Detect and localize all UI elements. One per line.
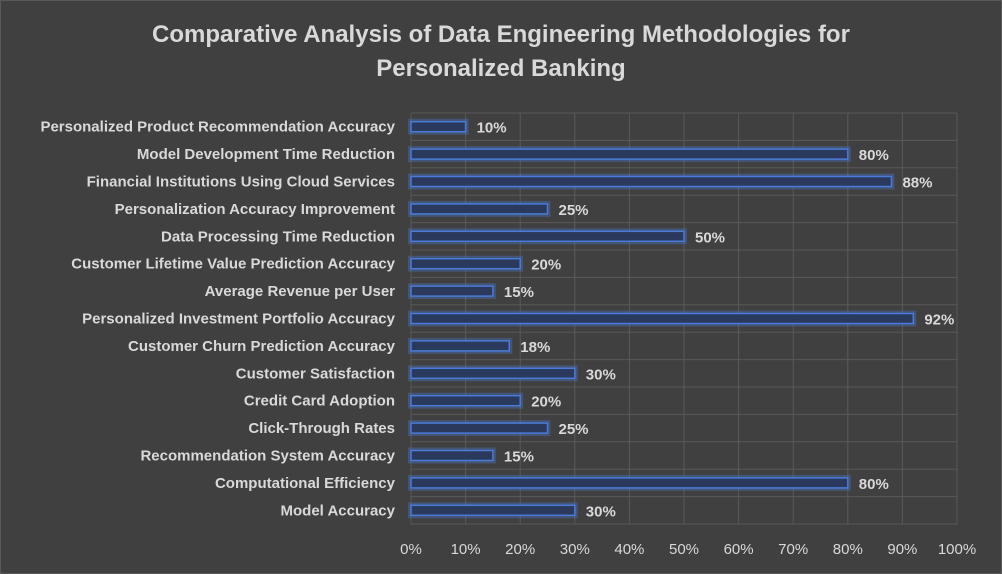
bar-glow — [408, 392, 524, 409]
bar-glow — [408, 173, 895, 190]
bar-glow — [408, 118, 469, 135]
bar — [410, 340, 511, 352]
x-tick-label: 20% — [505, 541, 535, 558]
chart-title: Comparative Analysis of Data Engineering… — [0, 18, 1002, 86]
x-tick-label: 60% — [724, 541, 754, 558]
data-label: 30% — [586, 366, 616, 383]
x-tick-label: 80% — [833, 541, 863, 558]
category-label: Customer Lifetime Value Prediction Accur… — [71, 256, 395, 273]
bar — [410, 230, 685, 243]
x-tick-label: 70% — [778, 541, 808, 558]
data-label: 30% — [586, 503, 616, 520]
data-label: 92% — [924, 312, 954, 329]
category-label: Model Accuracy — [281, 502, 396, 519]
bar-glow — [408, 310, 917, 327]
bar-glow — [408, 337, 513, 354]
bar — [410, 504, 576, 517]
data-label: 18% — [520, 339, 550, 356]
bar — [410, 477, 849, 489]
category-label: Personalized Investment Portfolio Accura… — [82, 311, 396, 328]
category-label: Recommendation System Accuracy — [140, 448, 395, 465]
bar-glow — [408, 146, 851, 163]
x-tick-label: 90% — [887, 541, 917, 558]
bars — [408, 118, 917, 519]
x-tick-label: 100% — [938, 541, 976, 558]
data-label: 25% — [559, 421, 589, 438]
x-tick-label: 50% — [669, 541, 699, 558]
x-tick-label: 30% — [560, 541, 590, 558]
bar-glow — [408, 447, 496, 464]
bar — [410, 285, 494, 297]
bar — [410, 148, 849, 160]
category-label: Customer Churn Prediction Accuracy — [128, 338, 396, 355]
category-label: Financial Institutions Using Cloud Servi… — [87, 174, 395, 191]
category-label: Click-Through Rates — [248, 420, 395, 437]
data-label: 20% — [531, 394, 561, 411]
data-label: 20% — [531, 257, 561, 274]
bar-glow — [408, 502, 578, 519]
category-label: Personalized Product Recommendation Accu… — [40, 119, 395, 136]
bar — [410, 367, 576, 380]
category-label: Personalization Accuracy Improvement — [115, 201, 395, 218]
data-label: 80% — [859, 476, 889, 493]
bar-glow — [408, 283, 496, 300]
data-label: 15% — [504, 449, 534, 466]
bar — [410, 449, 494, 462]
bar-glow — [408, 200, 551, 217]
bar-glow — [408, 255, 524, 272]
category-label: Credit Card Adoption — [244, 393, 395, 410]
data-label: 50% — [695, 229, 725, 246]
bar-glow — [408, 365, 578, 382]
category-label: Customer Satisfaction — [236, 365, 395, 382]
x-tick-label: 40% — [614, 541, 644, 558]
category-label: Data Processing Time Reduction — [161, 228, 395, 245]
category-label: Average Revenue per User — [205, 283, 396, 300]
data-label: 15% — [504, 284, 534, 301]
category-label: Model Development Time Reduction — [137, 146, 395, 163]
bar-glow — [408, 420, 551, 437]
data-label: 88% — [902, 175, 932, 192]
bar — [410, 257, 521, 270]
data-label: 25% — [559, 202, 589, 219]
bar — [410, 394, 521, 407]
bar-glow — [408, 474, 851, 491]
bar — [410, 422, 549, 434]
data-label: 80% — [859, 147, 889, 164]
x-tick-label: 0% — [400, 541, 422, 558]
chart-title-line-2: Personalized Banking — [376, 55, 626, 82]
bar — [410, 203, 549, 215]
x-tick-label: 10% — [451, 541, 481, 558]
bar — [410, 120, 467, 133]
chart-title-line-1: Comparative Analysis of Data Engineering… — [152, 21, 850, 48]
category-label: Computational Efficiency — [215, 475, 396, 492]
bar-glow — [408, 228, 687, 245]
bar — [410, 312, 915, 325]
bar — [410, 175, 893, 188]
labels: 0% 10% 20% 30% 40% 50% 60% 70% 80% 90% 100% Persona… — [40, 119, 976, 558]
data-label: 10% — [477, 120, 507, 137]
